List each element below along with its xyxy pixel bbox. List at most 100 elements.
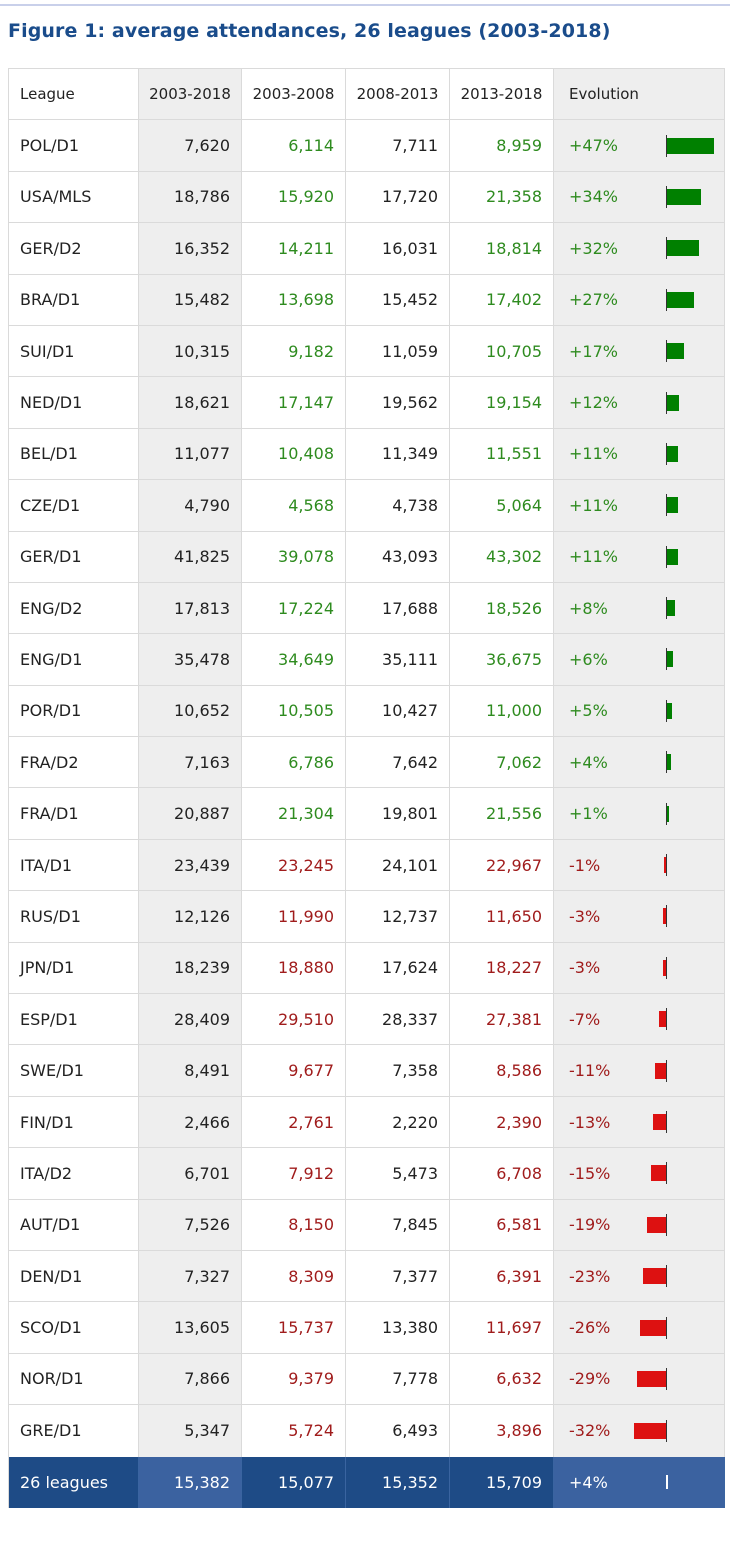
value-2003-2008: 9,677 xyxy=(242,1045,346,1096)
table-row: ITA/D2 6,701 7,912 5,473 6,708 -15% xyxy=(9,1148,725,1200)
evolution-bar xyxy=(667,240,699,257)
total-evolution: +4% xyxy=(554,1456,725,1508)
evolution-axis xyxy=(666,391,667,414)
league-cell: CZE/D1 xyxy=(9,480,139,531)
evolution-axis xyxy=(666,442,667,465)
value-2003-2018: 35,478 xyxy=(139,634,242,685)
value-2003-2008: 17,224 xyxy=(242,582,346,634)
league-cell: JPN/D1 xyxy=(9,942,139,994)
evolution-axis xyxy=(666,956,667,979)
evolution-bar xyxy=(663,959,666,976)
evolution-cell: +6% xyxy=(554,634,725,685)
value-2003-2018: 7,526 xyxy=(139,1199,242,1250)
league-cell: ENG/D1 xyxy=(9,634,139,685)
league-cell: SCO/D1 xyxy=(9,1302,139,1353)
value-2008-2013: 7,642 xyxy=(346,737,450,788)
evolution-bar xyxy=(647,1216,666,1233)
value-2003-2008: 6,786 xyxy=(242,737,346,788)
table-row: CZE/D1 4,790 4,568 4,738 5,064 +11% xyxy=(9,480,725,532)
evolution-label: -19% xyxy=(569,1215,611,1235)
value-2013-2018: 43,302 xyxy=(450,531,554,582)
evolution-label: -1% xyxy=(569,855,601,875)
value-2003-2018: 11,077 xyxy=(139,428,242,480)
evolution-bar xyxy=(667,291,694,308)
value-2003-2018: 7,163 xyxy=(139,737,242,788)
value-2013-2018: 10,705 xyxy=(450,325,554,377)
evolution-bar xyxy=(643,1268,666,1285)
evolution-bar xyxy=(667,600,675,617)
evolution-axis xyxy=(666,648,667,671)
total-evolution-label: +4% xyxy=(569,1472,608,1492)
evolution-bar xyxy=(640,1319,666,1336)
evolution-axis xyxy=(666,699,667,722)
evolution-cell: +12% xyxy=(554,377,725,428)
value-2008-2013: 6,493 xyxy=(346,1405,450,1457)
table-row: FRA/D1 20,887 21,304 19,801 21,556 +1% xyxy=(9,788,725,840)
league-cell: ENG/D2 xyxy=(9,582,139,634)
evolution-axis xyxy=(666,1008,667,1031)
evolution-cell: +5% xyxy=(554,685,725,737)
header-league: League xyxy=(9,69,139,120)
value-2003-2008: 10,408 xyxy=(242,428,346,480)
value-2013-2018: 11,650 xyxy=(450,891,554,942)
evolution-label: +6% xyxy=(569,649,608,669)
evolution-cell: -15% xyxy=(554,1148,725,1199)
value-2003-2018: 10,315 xyxy=(139,325,242,377)
value-2003-2018: 7,866 xyxy=(139,1353,242,1405)
value-2008-2013: 5,473 xyxy=(346,1148,450,1199)
evolution-label: +32% xyxy=(569,238,618,258)
table-row: GRE/D1 5,347 5,724 6,493 3,896 -32% xyxy=(9,1405,725,1457)
value-2013-2018: 18,526 xyxy=(450,582,554,634)
evolution-bar xyxy=(667,137,714,154)
value-2008-2013: 7,711 xyxy=(346,120,450,171)
table-body: POL/D1 7,620 6,114 7,711 8,959 +47% USA/MLS 18,… xyxy=(9,120,725,1457)
value-2008-2013: 7,377 xyxy=(346,1250,450,1302)
evolution-label: -3% xyxy=(569,906,601,926)
value-2003-2008: 21,304 xyxy=(242,788,346,839)
value-2003-2018: 41,825 xyxy=(139,531,242,582)
evolution-cell: +11% xyxy=(554,428,725,480)
total-2008-2013: 15,352 xyxy=(346,1456,450,1508)
evolution-cell: +47% xyxy=(554,120,725,171)
league-cell: FIN/D1 xyxy=(9,1096,139,1148)
evolution-label: +34% xyxy=(569,187,618,207)
header-2003-2018: 2003-2018 xyxy=(139,69,242,120)
evolution-label: +27% xyxy=(569,290,618,310)
evolution-cell: +11% xyxy=(554,531,725,582)
league-cell: SUI/D1 xyxy=(9,325,139,377)
evolution-cell: -26% xyxy=(554,1302,725,1353)
value-2013-2018: 22,967 xyxy=(450,839,554,891)
value-2013-2018: 21,358 xyxy=(450,171,554,223)
value-2013-2018: 3,896 xyxy=(450,1405,554,1457)
value-2008-2013: 17,688 xyxy=(346,582,450,634)
value-2013-2018: 18,227 xyxy=(450,942,554,994)
evolution-cell: -32% xyxy=(554,1405,725,1457)
header-2003-2008: 2003-2008 xyxy=(242,69,346,120)
table-row: ENG/D1 35,478 34,649 35,111 36,675 +6% xyxy=(9,634,725,686)
evolution-axis xyxy=(666,854,667,877)
evolution-bar xyxy=(667,548,678,565)
evolution-label: +4% xyxy=(569,752,608,772)
table-header-row: League 2003-2018 2003-2008 2008-2013 201… xyxy=(9,69,725,121)
value-2013-2018: 6,581 xyxy=(450,1199,554,1250)
evolution-axis xyxy=(666,802,667,825)
value-2013-2018: 6,708 xyxy=(450,1148,554,1199)
evolution-label: -3% xyxy=(569,958,601,978)
evolution-cell: +32% xyxy=(554,223,725,274)
table-row: SCO/D1 13,605 15,737 13,380 11,697 -26% xyxy=(9,1302,725,1354)
value-2013-2018: 19,154 xyxy=(450,377,554,428)
table-row: NED/D1 18,621 17,147 19,562 19,154 +12% xyxy=(9,377,725,429)
value-2013-2018: 18,814 xyxy=(450,223,554,274)
value-2003-2008: 17,147 xyxy=(242,377,346,428)
total-2003-2018: 15,382 xyxy=(139,1456,242,1508)
value-2003-2018: 23,439 xyxy=(139,839,242,891)
evolution-cell: -7% xyxy=(554,994,725,1045)
total-evolution-marker xyxy=(666,1475,668,1490)
value-2003-2018: 8,491 xyxy=(139,1045,242,1096)
evolution-axis xyxy=(666,134,667,157)
evolution-label: -26% xyxy=(569,1318,611,1338)
league-cell: SWE/D1 xyxy=(9,1045,139,1096)
value-2013-2018: 17,402 xyxy=(450,274,554,325)
evolution-axis xyxy=(666,494,667,517)
value-2003-2018: 10,652 xyxy=(139,685,242,737)
